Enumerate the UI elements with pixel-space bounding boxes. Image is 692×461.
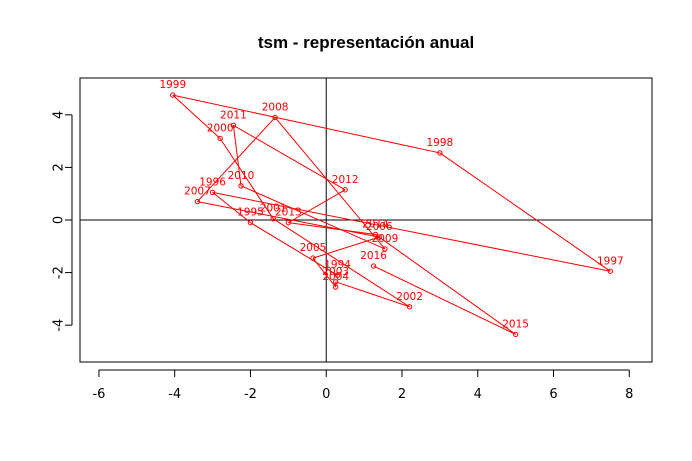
chart-title: tsm - representación anual [258, 33, 474, 52]
series-segment [172, 94, 221, 139]
data-point [209, 189, 216, 196]
data-point [332, 279, 339, 285]
data-point [382, 246, 388, 252]
series-segment [240, 185, 386, 250]
series-segment [312, 236, 380, 259]
series-segment [335, 281, 410, 308]
point-label: 2011 [220, 109, 247, 121]
data-point [370, 263, 377, 269]
data-point [512, 331, 519, 338]
x-tick-label: -6 [92, 387, 105, 402]
point-label: 1996 [199, 176, 226, 188]
series-segment [274, 117, 386, 250]
y-tick-label: 2 [52, 163, 67, 171]
series-segment [172, 94, 440, 154]
x-tick-label: 0 [322, 387, 330, 402]
series-segment [233, 124, 346, 191]
point-label: 1997 [597, 255, 624, 267]
point-label: 2003 [322, 266, 349, 278]
point-label: 2005 [300, 242, 327, 254]
x-tick-label: -2 [244, 387, 257, 402]
data-point [285, 219, 292, 226]
data-point [342, 187, 348, 193]
series-segment [375, 234, 516, 335]
data-point [247, 219, 254, 226]
point-label: 2008 [262, 101, 289, 113]
y-tick-label: 0 [52, 216, 67, 224]
series-segment [373, 265, 516, 335]
x-tick-label: 4 [474, 387, 482, 402]
point-label: 2001 [260, 203, 287, 215]
x-tick-label: 2 [398, 387, 406, 402]
data-point [272, 114, 278, 121]
point-label: 2015 [502, 318, 529, 330]
y-tick-label: -2 [52, 266, 67, 279]
data-point [217, 135, 223, 142]
point-label: 2009 [372, 233, 399, 245]
point-label: 2016 [360, 250, 387, 262]
point-label: 2002 [396, 291, 423, 303]
data-point [170, 92, 176, 98]
data-point [607, 268, 614, 274]
point-label: 2000 [207, 122, 234, 134]
data-point [230, 122, 237, 129]
series-segment [439, 152, 611, 272]
point-label: 1994 [324, 259, 351, 271]
series-segment [232, 125, 242, 186]
point-label: 2010 [228, 170, 255, 182]
point-label: 1995 [237, 207, 264, 219]
series-segment [288, 189, 346, 224]
y-tick-label: 4 [52, 111, 67, 119]
point-label: 2013 [275, 207, 302, 219]
series-segment [197, 117, 276, 202]
data-point [332, 284, 339, 290]
data-point [238, 183, 244, 189]
point-label: 1999 [159, 79, 186, 91]
point-label: 2014 [362, 218, 389, 230]
series-segment [272, 218, 410, 308]
data-point [406, 304, 413, 310]
series-segment [212, 191, 251, 224]
point-label: 1998 [427, 137, 454, 149]
point-label: 2006 [366, 221, 393, 233]
series-segment [250, 222, 338, 276]
series-segment [288, 222, 376, 235]
data-point [310, 255, 316, 261]
point-label: 2004 [322, 271, 349, 283]
data-point [194, 198, 201, 205]
point-label: 2007 [184, 186, 211, 198]
data-point [334, 272, 341, 278]
data-point [376, 234, 382, 240]
series-segment [312, 257, 337, 288]
data-point [270, 215, 276, 222]
series-segment [212, 191, 611, 272]
y-tick-label: -4 [52, 319, 67, 332]
x-tick-label: 6 [549, 387, 557, 402]
series-segment [219, 138, 274, 219]
x-tick-label: 8 [625, 387, 633, 402]
point-label: 2012 [332, 174, 359, 186]
data-point [437, 150, 443, 156]
data-point [372, 231, 379, 238]
x-tick-label: -4 [168, 387, 181, 402]
